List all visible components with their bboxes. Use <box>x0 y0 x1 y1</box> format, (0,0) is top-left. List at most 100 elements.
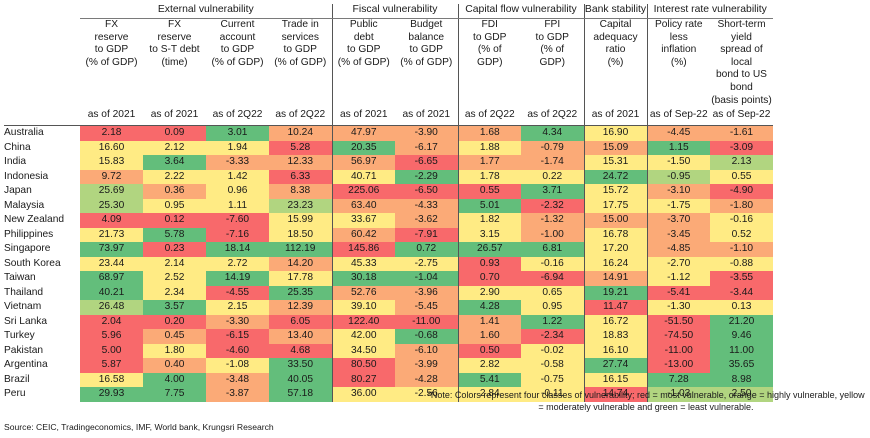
value-cell: 5.41 <box>457 372 521 388</box>
value-cell: 4.28 <box>457 300 521 315</box>
value-cell: -1.08 <box>206 358 269 373</box>
value-cell: 14.19 <box>206 271 269 286</box>
as-of-label: as of 2Q22 <box>206 109 269 127</box>
column-header-line: inflation <box>661 44 697 56</box>
value-cell: -1.04 <box>395 271 458 286</box>
table-row: Philippines 21.73 5.78 -7.16 18.50 60.42 -7.91… <box>4 227 773 243</box>
corner-cell <box>4 19 80 110</box>
column-header-line: GDP) <box>539 56 565 68</box>
as-of-label: as of 2Q22 <box>521 109 584 127</box>
country-name: Singapore <box>4 243 51 255</box>
column-header-line: Current <box>220 19 255 30</box>
table-row: Vietnam 26.48 3.57 2.15 12.39 39.10 -5.45 4.28 0… <box>4 300 773 315</box>
value-cell: -4.33 <box>395 198 458 214</box>
value-cell: 12.39 <box>269 300 332 315</box>
value-cell: -0.02 <box>521 343 584 359</box>
corner-cell <box>4 4 80 19</box>
table-row: South Korea 23.44 2.14 2.72 14.20 45.33 -2.75 0… <box>4 256 773 272</box>
column-header-line: (% of GDP) <box>274 56 327 68</box>
as-of-label: as of 2021 <box>395 109 458 127</box>
value-cell: 25.30 <box>80 198 143 214</box>
value-cell: 13.40 <box>269 329 332 344</box>
value-cell: 11.47 <box>583 300 647 315</box>
value-cell: -0.75 <box>521 372 584 388</box>
value-cell: -0.88 <box>710 256 773 272</box>
value-cell: -3.33 <box>206 155 269 170</box>
value-cell: 10.24 <box>269 125 332 141</box>
value-cell: 3.64 <box>143 155 206 170</box>
value-cell: -0.68 <box>395 329 458 344</box>
value-cell: 14.74 <box>583 387 647 402</box>
value-cell: -2.70 <box>646 256 710 272</box>
column-header: Public debt to GDP (% of GDP) <box>331 18 395 110</box>
value-cell: -6.17 <box>395 140 458 156</box>
table-header: External vulnerability Fiscal vulnerabili… <box>4 4 773 127</box>
table-row: Argentina 5.87 0.40 -1.08 33.50 80.50 -3.99 2.8… <box>4 358 773 373</box>
value-cell: 7.75 <box>143 387 206 402</box>
country-name: Malaysia <box>4 199 45 211</box>
column-header-line: (%) <box>670 56 687 68</box>
value-cell: 40.21 <box>80 285 143 301</box>
value-cell: 0.20 <box>143 314 206 330</box>
value-cell: 15.00 <box>583 213 647 228</box>
value-cell: -3.62 <box>395 213 458 228</box>
value-cell: 112.19 <box>269 242 332 257</box>
value-cell: 14.91 <box>583 271 647 286</box>
value-cell: 1.15 <box>646 140 710 156</box>
column-header-line: (% of GDP) <box>211 56 264 68</box>
value-cell: 15.72 <box>583 184 647 199</box>
as-of-label: as of 2Q22 <box>457 109 521 127</box>
value-cell: 16.72 <box>583 314 647 330</box>
column-header: FX reserve to GDP (% of GDP) <box>80 19 143 110</box>
table-row: New Zealand 4.09 0.12 -7.60 15.99 33.67 -3.62 1… <box>4 213 773 228</box>
value-cell: 4.68 <box>269 343 332 359</box>
value-cell: 40.05 <box>269 372 332 388</box>
value-cell: 39.10 <box>331 300 395 315</box>
value-cell: -3.87 <box>206 387 269 402</box>
value-cell: -0.11 <box>521 387 584 402</box>
column-header-line: (basis points) <box>711 94 772 106</box>
value-cell: -7.60 <box>206 213 269 228</box>
value-cell: 25.69 <box>80 184 143 199</box>
value-cell: 0.36 <box>143 184 206 199</box>
country-name: Thailand <box>4 286 44 298</box>
value-cell: 18.83 <box>583 329 647 344</box>
value-cell: -2.32 <box>521 198 584 214</box>
column-header-line: to GDP <box>535 31 569 43</box>
table-row: Australia 2.18 0.09 3.01 10.24 47.97 -3.90 1.68… <box>4 125 773 141</box>
column-header-line: to S-T debt <box>149 44 200 56</box>
country-name: India <box>4 156 27 168</box>
group-header: Capital flow vulnerability <box>457 4 584 19</box>
value-cell: -4.55 <box>206 285 269 301</box>
value-cell: 3.01 <box>206 125 269 141</box>
table-row: Malaysia 25.30 0.95 1.11 23.23 63.40 -4.33 5.01… <box>4 198 773 214</box>
column-header-line: FDI <box>481 19 498 30</box>
value-cell: -3.70 <box>646 213 710 228</box>
value-cell: 9.46 <box>710 329 773 344</box>
value-cell: 1.80 <box>143 343 206 359</box>
table-row: Sri Lanka 2.04 0.20 -3.30 6.05 122.40 -11.00 1.… <box>4 314 773 330</box>
value-cell: -7.16 <box>206 227 269 243</box>
column-header-line: reserve <box>157 31 192 43</box>
value-cell: 26.57 <box>457 242 521 257</box>
value-cell: 33.67 <box>331 213 395 228</box>
column-header: Current account to GDP (% of GDP) <box>206 19 269 110</box>
value-cell: 0.96 <box>206 184 269 199</box>
value-cell: -13.00 <box>646 358 710 373</box>
corner-cell <box>4 109 80 127</box>
value-cell: 6.33 <box>269 169 332 185</box>
source-line: Source: CEIC, Tradingeconomics, IMF, Wor… <box>4 422 274 432</box>
group-header: Interest rate vulnerability <box>646 4 773 19</box>
value-cell: 80.50 <box>331 358 395 373</box>
value-cell: 0.55 <box>710 169 773 185</box>
value-cell: 25.35 <box>269 285 332 301</box>
value-cell: 68.97 <box>80 271 143 286</box>
value-cell: 145.86 <box>331 242 395 257</box>
table-row: Taiwan 68.97 2.52 14.19 17.78 30.18 -1.04 0.70-… <box>4 271 773 286</box>
column-header-line: to GDP <box>409 44 443 56</box>
value-cell: -3.96 <box>395 285 458 301</box>
table-row: Japan 25.69 0.36 0.96 8.38 225.06 -6.50 0.55 3.7… <box>4 184 773 199</box>
value-cell: 15.31 <box>583 155 647 170</box>
column-header-line: Budget <box>410 19 443 30</box>
group-header: Fiscal vulnerability <box>331 4 458 19</box>
